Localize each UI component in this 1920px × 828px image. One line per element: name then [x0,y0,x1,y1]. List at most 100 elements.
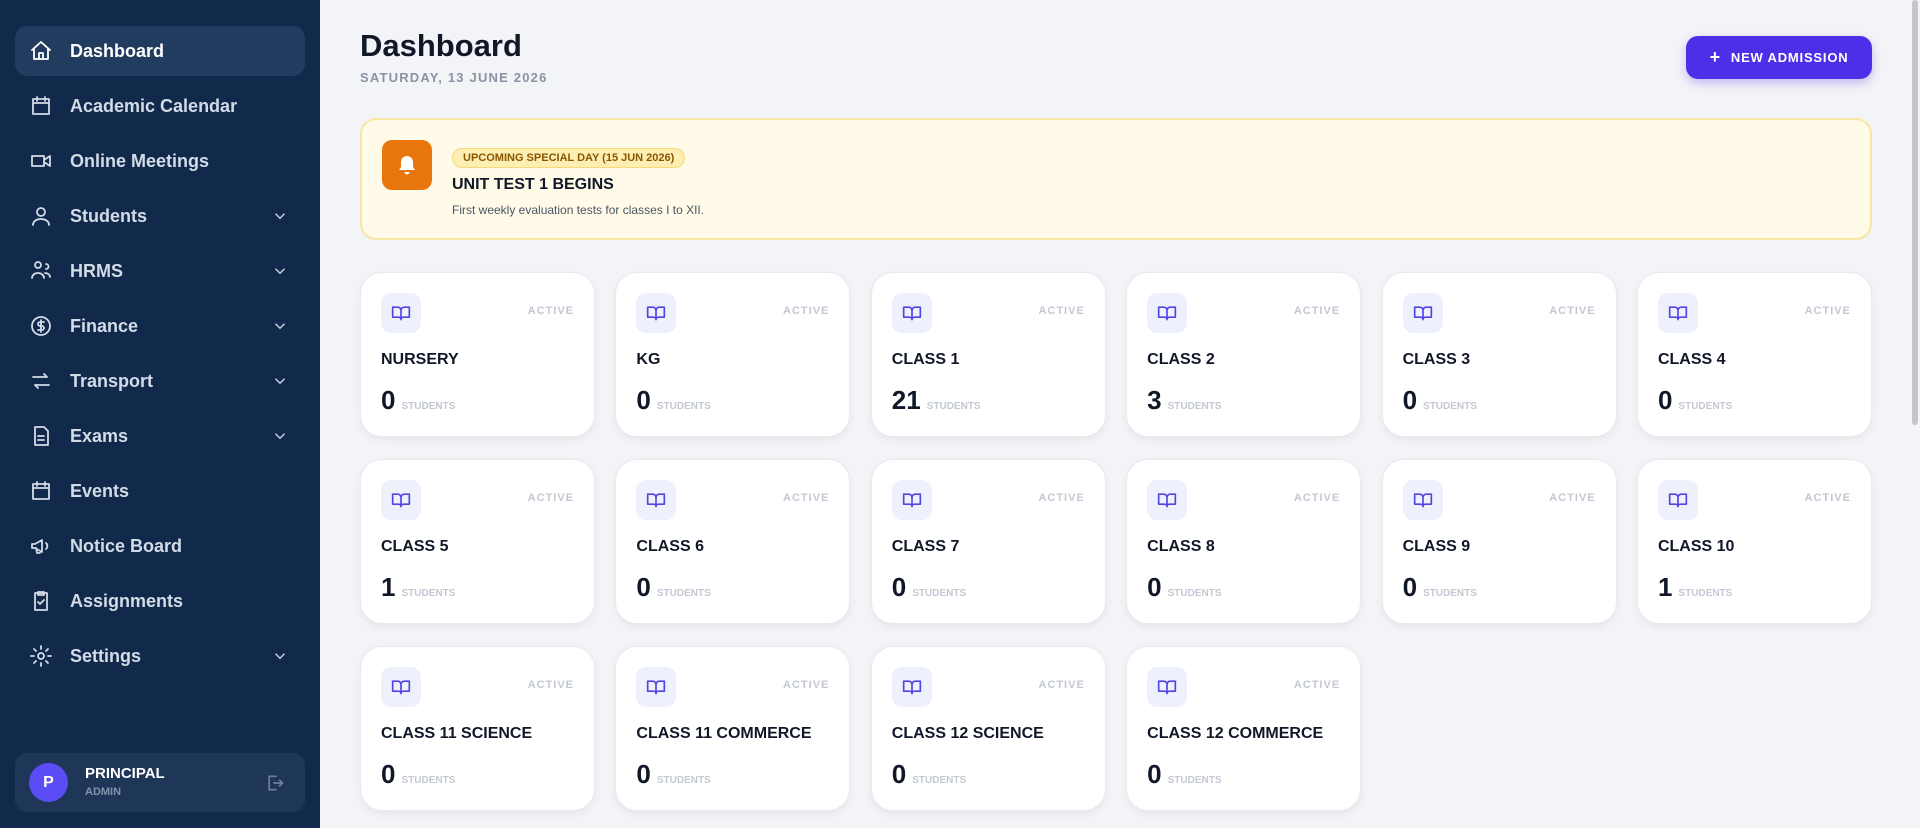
book-icon [891,667,932,707]
new-admission-button[interactable]: + NEW ADMISSION [1686,36,1872,79]
count-unit: STUDENTS [656,401,711,412]
class-name: CLASS 9 [1402,538,1471,555]
book-icon [636,480,677,520]
class-card[interactable]: ACTIVE CLASS 1 21 STUDENTS [870,272,1106,437]
nav-item[interactable]: Online Meetings [15,136,305,186]
nav-item[interactable]: Settings [15,631,305,681]
class-status: ACTIVE [783,679,830,691]
logout-button[interactable] [265,773,285,793]
count-unit: STUDENTS [912,775,967,786]
class-count-row: 0 STUDENTS [381,759,455,790]
class-card[interactable]: ACTIVE KG 0 STUDENTS [615,272,851,437]
dropdown-chevron [274,268,286,275]
class-card[interactable]: ACTIVE CLASS 12 SCIENCE 0 STUDENTS [870,646,1106,811]
class-name: CLASS 11 COMMERCE [636,725,812,742]
count-unit: STUDENTS [926,401,981,412]
class-count: 1 [1657,572,1673,602]
count-unit: STUDENTS [1678,588,1733,599]
nav-label: HRMS [70,260,123,281]
class-name: NURSERY [381,351,459,368]
nav-item[interactable]: Transport [15,356,305,406]
sidebar: P PRINCIPAL ADMIN Dashboard Academic Cale… [0,0,320,828]
class-count: 0 [1147,759,1162,789]
class-card[interactable]: ACTIVE CLASS 3 0 STUDENTS [1381,272,1617,437]
plus-icon: + [1709,47,1721,67]
class-status: ACTIVE [1293,679,1341,691]
nav-icon [31,41,51,60]
class-count-row: 0 STUDENTS [1147,759,1221,790]
book-icon [381,667,421,707]
class-card[interactable]: ACTIVE CLASS 7 0 STUDENTS [870,459,1106,624]
class-name: CLASS 3 [1402,351,1471,368]
bell-icon [382,140,432,190]
nav-label: Online Meetings [70,150,210,171]
nav-icon [31,261,51,279]
count-unit: STUDENTS [656,588,711,599]
scrollbar[interactable] [1912,0,1918,425]
nav-label: Dashboard [70,40,165,61]
class-count-row: 0 STUDENTS [636,759,710,790]
class-count: 0 [636,759,651,789]
count-unit: STUDENTS [912,588,967,599]
avatar: P [29,763,68,802]
class-card[interactable]: ACTIVE CLASS 8 0 STUDENTS [1126,459,1362,624]
class-name: CLASS 10 [1657,538,1735,555]
class-name: CLASS 4 [1657,351,1726,368]
class-count: 0 [1657,385,1673,415]
book-icon [381,293,421,333]
class-card[interactable]: ACTIVE CLASS 6 0 STUDENTS [615,459,851,624]
class-card[interactable]: ACTIVE CLASS 11 SCIENCE 0 STUDENTS [360,646,595,811]
nav-item[interactable]: HRMS [15,246,305,296]
nav-icon [32,373,50,389]
class-card[interactable]: ACTIVE CLASS 11 COMMERCE 0 STUDENTS [615,646,851,811]
book-icon [381,480,421,520]
nav-item[interactable]: Exams [15,411,305,461]
book-icon [891,480,932,520]
user-panel: P PRINCIPAL ADMIN [15,753,305,812]
nav-label: Finance [70,315,139,336]
class-card[interactable]: ACTIVE CLASS 10 1 STUDENTS [1636,459,1872,624]
class-status: ACTIVE [1804,305,1851,317]
class-card[interactable]: ACTIVE CLASS 4 0 STUDENTS [1636,272,1872,437]
class-card[interactable]: ACTIVE CLASS 12 COMMERCE 0 STUDENTS [1126,646,1362,811]
nav-item[interactable]: Students [15,191,305,241]
nav-item[interactable]: Notice Board [15,521,305,571]
class-name: CLASS 5 [381,538,449,555]
class-status: ACTIVE [527,679,574,691]
class-status: ACTIVE [527,492,574,504]
nav-icon [32,96,50,115]
class-card[interactable]: ACTIVE NURSERY 0 STUDENTS [360,272,595,437]
nav-item[interactable]: Assignments [15,576,305,626]
nav-icon [30,645,52,667]
class-grid: ACTIVE NURSERY 0 STUDENTS ACTIVE KG 0 STUDENTS A… [360,272,1872,811]
book-icon [1147,667,1188,707]
class-count: 0 [891,759,907,789]
count-unit: STUDENTS [401,401,456,412]
class-count-row: 0 STUDENTS [636,385,710,416]
class-status: ACTIVE [783,492,830,504]
class-card[interactable]: ACTIVE CLASS 2 3 STUDENTS [1126,272,1362,437]
nav-item[interactable]: Finance [15,301,305,351]
class-name: CLASS 8 [1147,538,1215,555]
nav-icon [34,426,49,446]
nav-icon [31,316,51,336]
nav-icon [31,155,51,167]
class-card[interactable]: ACTIVE CLASS 9 0 STUDENTS [1381,459,1617,624]
user-name: PRINCIPAL [85,765,165,782]
class-count-row: 1 STUDENTS [381,572,455,603]
book-icon [1402,480,1443,520]
nav-item[interactable]: Academic Calendar [15,81,305,131]
book-icon [1147,480,1188,520]
class-count-row: 0 STUDENTS [1403,572,1477,603]
nav-item[interactable]: Events [15,466,305,516]
class-count: 1 [381,572,396,602]
nav-item[interactable]: Dashboard [15,26,305,76]
page-date: SATURDAY, 13 JUNE 2026 [360,70,548,85]
class-count-row: 21 STUDENTS [892,385,981,416]
nav-icon [32,207,50,226]
dropdown-chevron [274,323,286,330]
nav-label: Events [70,480,130,501]
count-unit: STUDENTS [401,775,456,786]
class-card[interactable]: ACTIVE CLASS 5 1 STUDENTS [360,459,595,624]
